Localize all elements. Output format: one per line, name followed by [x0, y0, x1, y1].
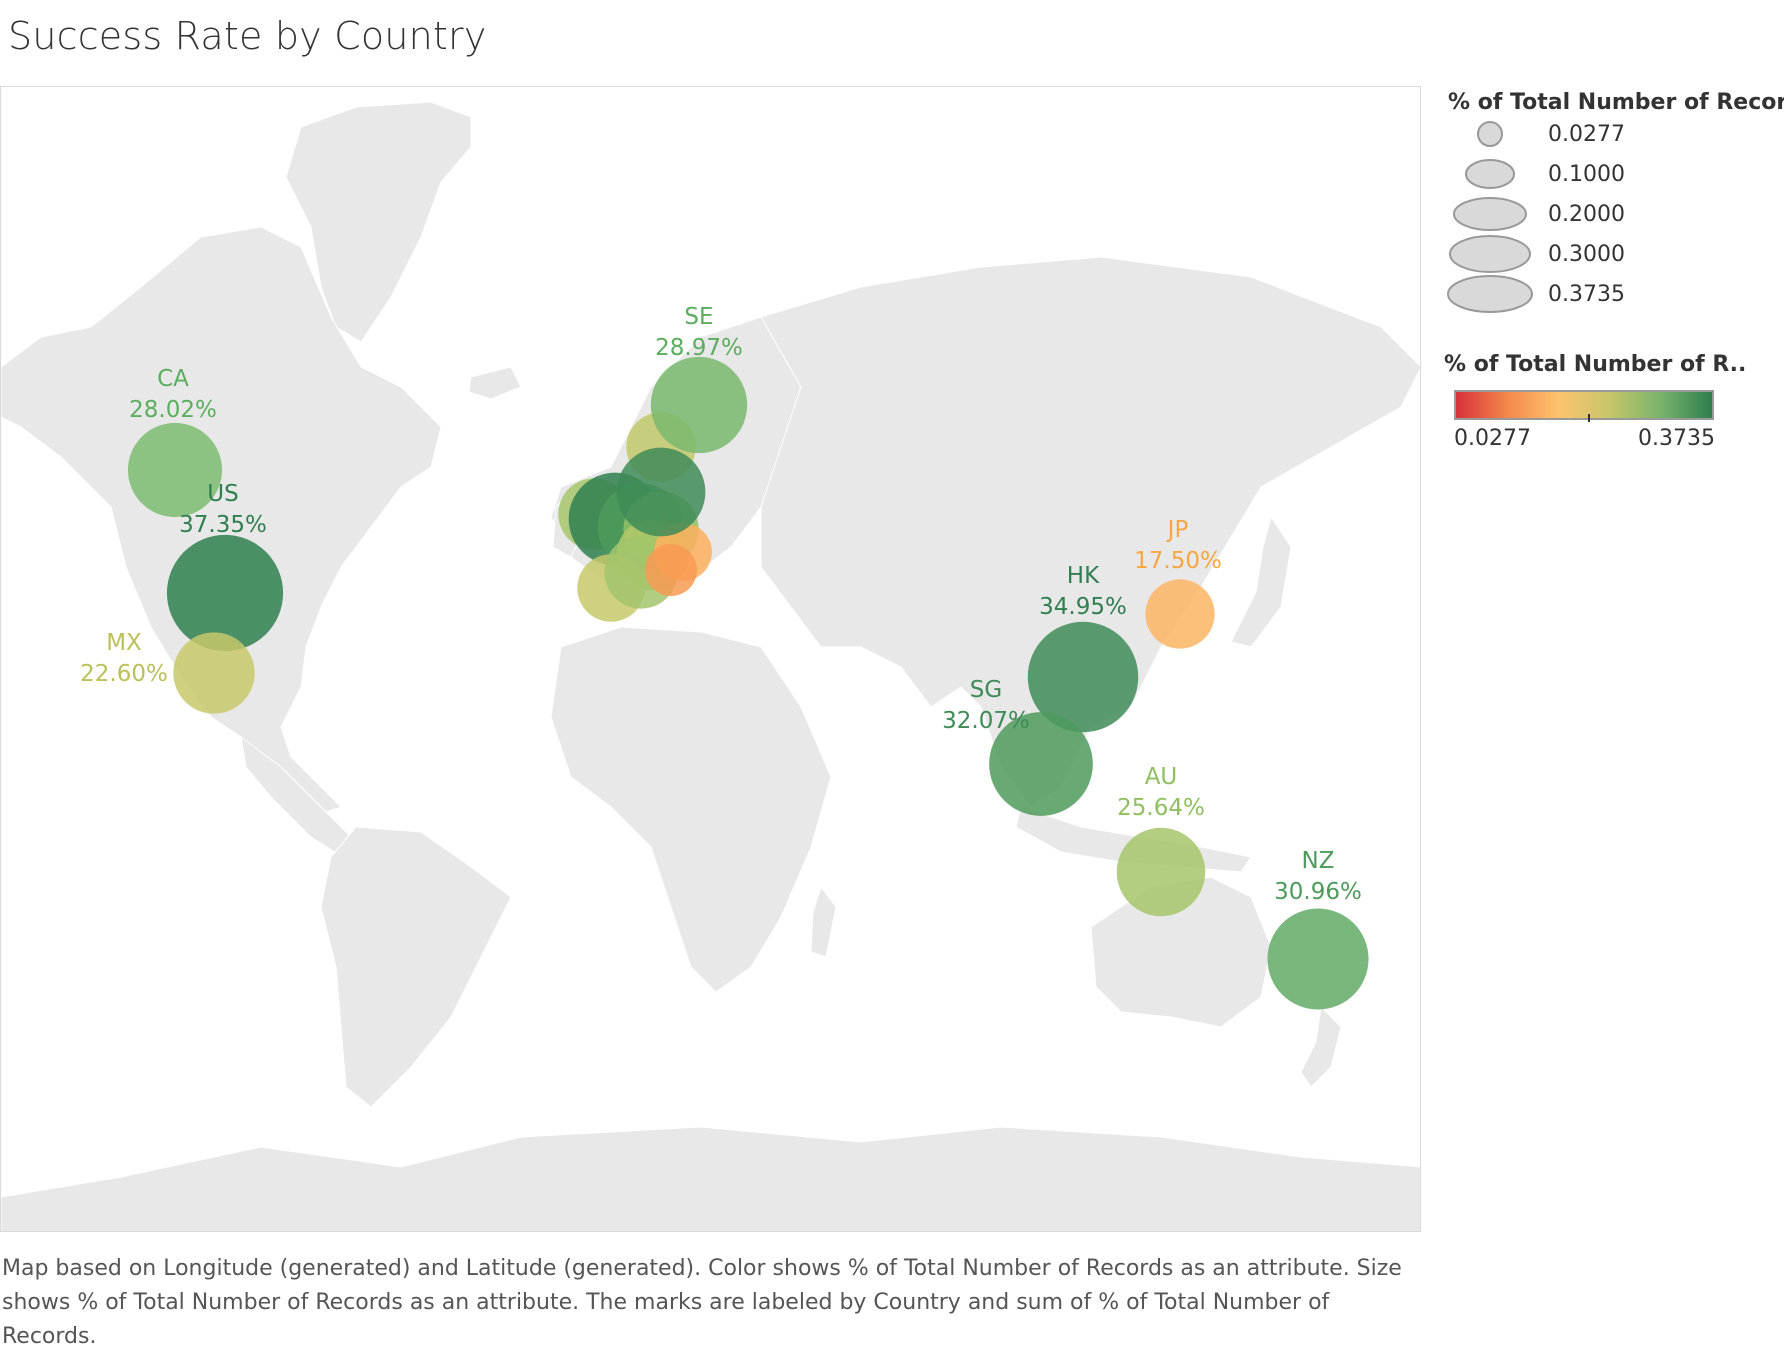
country-value-label: 28.02% — [129, 397, 217, 423]
land-antarctica — [1, 1126, 1420, 1231]
size-legend-swatch — [1453, 197, 1527, 231]
country-code-label: HK — [1067, 563, 1100, 589]
size-legend-value: 0.3000 — [1548, 242, 1625, 267]
mark-layer[interactable] — [127, 356, 1369, 1010]
country-mark-hk[interactable] — [1027, 621, 1139, 733]
country-code-label: MX — [106, 630, 142, 656]
map-view[interactable]: CA 28.02% US 37.35% MX 22.60% SE 28.97% JP 17.50%… — [0, 86, 1421, 1232]
size-legend-value: 0.1000 — [1548, 162, 1625, 187]
map-caption: Map based on Longitude (generated) and L… — [2, 1256, 1402, 1349]
world-map[interactable]: CA 28.02% US 37.35% MX 22.60% SE 28.97% JP 17.50%… — [1, 87, 1421, 1232]
land-north-america — [1, 226, 442, 818]
country-mark[interactable] — [616, 447, 706, 537]
land-africa — [550, 626, 832, 993]
country-mark[interactable] — [645, 544, 697, 596]
country-value-label: 25.64% — [1117, 795, 1205, 821]
country-code-label: AU — [1145, 764, 1178, 790]
size-legend-value: 0.2000 — [1548, 202, 1625, 227]
color-legend-min: 0.0277 — [1454, 426, 1531, 451]
page-title: Success Rate by Country — [8, 14, 487, 58]
country-code-label: CA — [157, 366, 189, 392]
country-mark-mx[interactable] — [173, 632, 255, 714]
country-code-label: NZ — [1302, 848, 1335, 874]
color-legend-title: % of Total Number of R.. — [1444, 352, 1747, 377]
country-code-label: US — [207, 481, 238, 507]
size-legend-item: 0.3000 — [1440, 234, 1780, 274]
size-legend-swatch — [1447, 275, 1533, 313]
country-mark-jp[interactable] — [1145, 579, 1215, 649]
size-legend-value: 0.3735 — [1548, 282, 1625, 307]
country-code-label: SG — [970, 677, 1002, 703]
country-mark-ca[interactable] — [127, 422, 223, 518]
country-value-label: 37.35% — [179, 512, 267, 538]
country-value-label: 17.50% — [1134, 548, 1222, 574]
land-greenland — [285, 101, 472, 343]
country-value-label: 30.96% — [1274, 879, 1362, 905]
land-japan — [1230, 515, 1292, 648]
size-legend-swatch — [1477, 121, 1503, 147]
country-value-label: 28.97% — [655, 335, 743, 361]
land-south-america — [320, 826, 512, 1108]
color-ramp — [1454, 390, 1714, 422]
land-new-zealand — [1300, 1005, 1342, 1088]
country-code-label: JP — [1166, 517, 1189, 543]
country-mark-nz[interactable] — [1267, 908, 1369, 1010]
size-legend-item: 0.2000 — [1440, 194, 1780, 234]
size-legend-title: % of Total Number of Records — [1448, 90, 1784, 115]
size-legend-swatch — [1465, 159, 1515, 189]
country-value-label: 34.95% — [1039, 594, 1127, 620]
country-mark-us[interactable] — [166, 534, 284, 652]
size-legend-item: 0.3735 — [1440, 274, 1780, 314]
color-legend-max: 0.3735 — [1638, 426, 1715, 451]
country-code-label: SE — [684, 304, 713, 330]
label-layer: CA 28.02% US 37.35% MX 22.60% SE 28.97% JP 17.50%… — [80, 304, 1362, 905]
country-mark-sg[interactable] — [989, 712, 1093, 816]
country-mark-se[interactable] — [650, 356, 748, 454]
land-masses — [1, 101, 1420, 1231]
country-value-label: 22.60% — [80, 661, 168, 687]
country-mark-au[interactable] — [1116, 827, 1206, 917]
country-value-label: 32.07% — [942, 708, 1030, 734]
size-legend-swatch — [1449, 235, 1531, 273]
size-legend-item: 0.1000 — [1440, 154, 1780, 194]
size-legend-value: 0.0277 — [1548, 122, 1625, 147]
land-madagascar — [810, 885, 837, 958]
land-iceland — [468, 366, 522, 400]
size-legend-item: 0.0277 — [1440, 114, 1780, 154]
